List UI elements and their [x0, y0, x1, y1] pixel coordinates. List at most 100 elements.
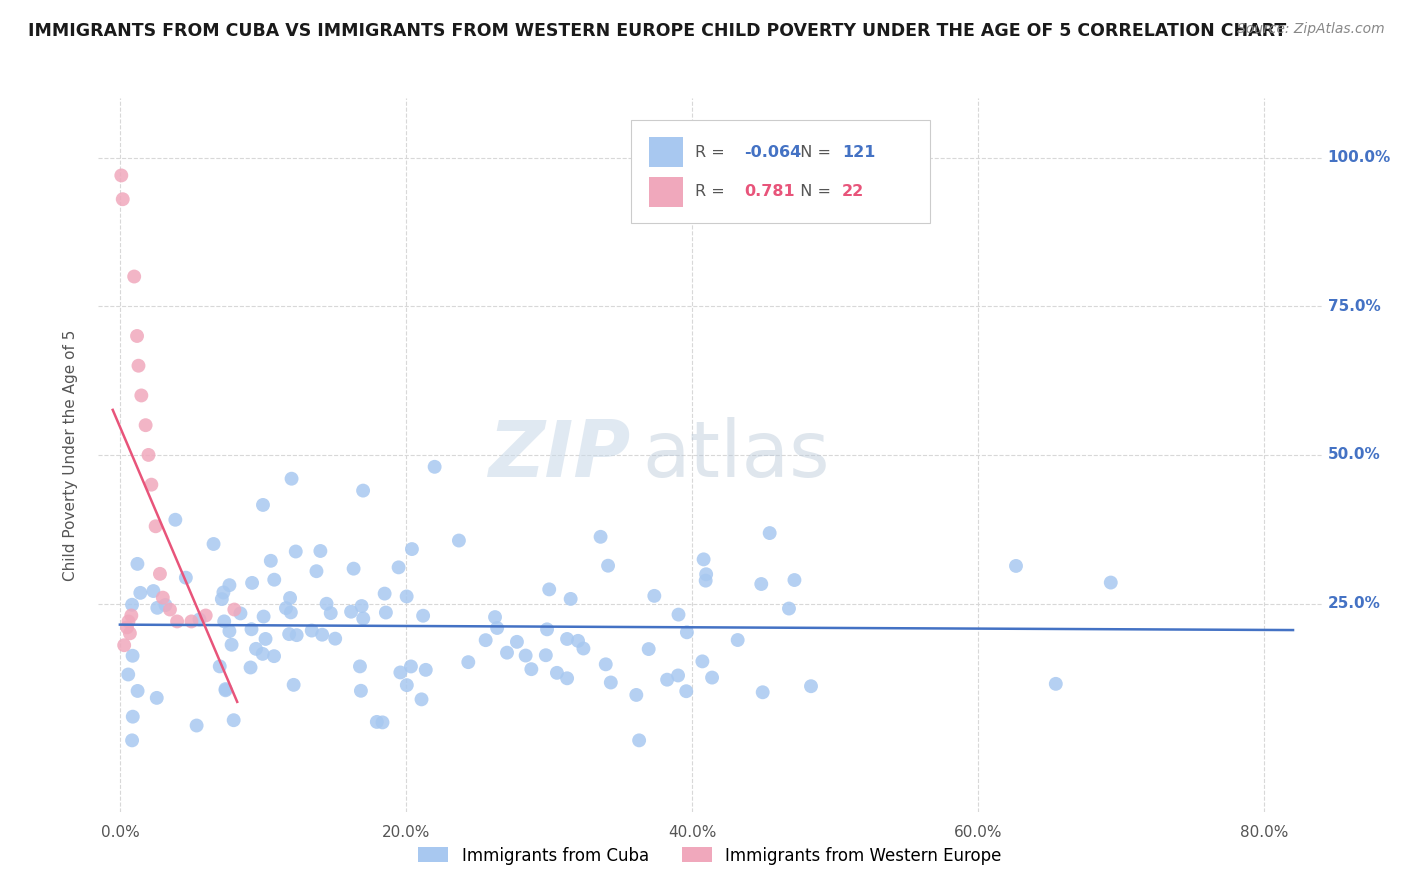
Point [240, 622, 263, 636]
Point [110, 169, 132, 183]
Point [212, 585, 235, 599]
Point [301, 624, 323, 638]
Point [117, 667, 139, 681]
Point [395, 678, 418, 692]
Point [280, 606, 302, 620]
Text: atlas: atlas [643, 417, 831, 493]
Point [388, 560, 411, 574]
Point [486, 621, 509, 635]
Point [120, 608, 142, 623]
Text: 121: 121 [842, 145, 876, 160]
Point [121, 648, 143, 663]
Point [572, 641, 595, 656]
Point [350, 599, 373, 613]
Point [115, 620, 138, 634]
Point [758, 526, 780, 541]
Point [263, 649, 285, 664]
Legend: Immigrants from Cuba, Immigrants from Western Europe: Immigrants from Cuba, Immigrants from We… [412, 840, 1008, 871]
Point [666, 668, 689, 682]
Point [112, 638, 135, 652]
Point [166, 615, 188, 629]
Point [240, 575, 263, 590]
Point [263, 573, 285, 587]
Point [536, 623, 558, 637]
Point [560, 591, 582, 606]
Point [389, 665, 412, 680]
Y-axis label: Child Poverty Under the Age of 5: Child Poverty Under the Age of 5 [63, 329, 77, 581]
Point [165, 513, 187, 527]
Point [208, 659, 231, 673]
Point [138, 448, 160, 462]
Point [149, 566, 172, 581]
Point [188, 612, 211, 626]
Point [224, 602, 246, 616]
Point [352, 483, 374, 498]
Point [121, 733, 143, 747]
Point [212, 615, 235, 629]
Text: -0.064: -0.064 [744, 145, 801, 160]
Point [319, 606, 342, 620]
Point [285, 628, 308, 642]
Point [180, 615, 202, 629]
Point [401, 542, 423, 557]
Point [135, 418, 157, 433]
Point [245, 641, 267, 656]
Point [675, 684, 697, 698]
Point [174, 571, 197, 585]
Point [340, 605, 363, 619]
Point [474, 633, 496, 648]
Point [305, 564, 328, 578]
Point [252, 647, 274, 661]
Point [655, 673, 678, 687]
Point [211, 592, 233, 607]
Bar [648, 177, 683, 207]
Point [589, 530, 612, 544]
Point [218, 578, 240, 592]
Text: R =: R = [696, 184, 730, 199]
Point [515, 648, 537, 663]
Point [155, 598, 177, 612]
Point [323, 632, 346, 646]
Point [374, 586, 396, 600]
Point [352, 611, 374, 625]
Point [567, 633, 589, 648]
Point [695, 574, 717, 588]
Point [131, 388, 153, 402]
Point [1099, 575, 1122, 590]
Point [399, 659, 422, 673]
Point [395, 590, 418, 604]
Point [274, 601, 297, 615]
Point [534, 648, 557, 663]
Point [800, 679, 823, 693]
Point [152, 591, 174, 605]
Point [727, 633, 749, 648]
Point [145, 519, 167, 533]
Text: 25.0%: 25.0% [1327, 596, 1381, 611]
Text: R =: R = [696, 145, 730, 160]
Text: 50.0%: 50.0% [1327, 448, 1381, 462]
Point [668, 607, 690, 622]
Point [194, 608, 217, 623]
Point [146, 600, 169, 615]
Point [411, 692, 433, 706]
Point [628, 733, 651, 747]
Point [315, 597, 337, 611]
Point [520, 662, 543, 676]
Point [127, 557, 149, 571]
Point [142, 584, 165, 599]
Point [221, 638, 243, 652]
Point [159, 602, 181, 616]
Point [596, 558, 619, 573]
Point [311, 628, 333, 642]
Text: N =: N = [790, 184, 835, 199]
Point [366, 714, 388, 729]
Point [496, 646, 519, 660]
Point [214, 683, 236, 698]
Point [371, 715, 394, 730]
Point [129, 586, 152, 600]
Point [692, 552, 714, 566]
Point [415, 663, 437, 677]
Point [637, 642, 659, 657]
Point [692, 654, 714, 668]
Text: N =: N = [790, 145, 835, 160]
